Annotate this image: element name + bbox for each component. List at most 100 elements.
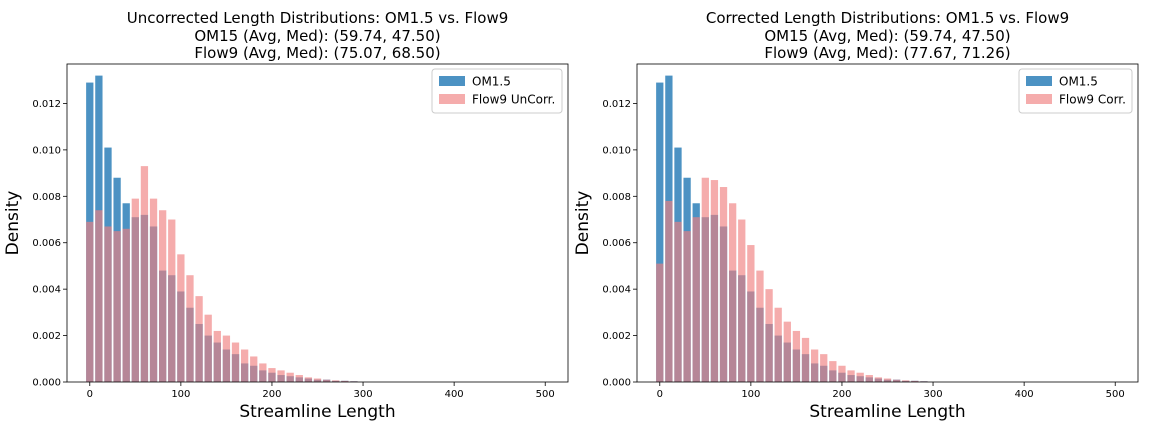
series-flow9-corr (656, 177, 928, 382)
y-tick-label: 0.004 (602, 285, 631, 296)
y-tick-label: 0.006 (602, 238, 631, 249)
x-tick-label: 500 (1106, 389, 1125, 400)
bar (701, 177, 709, 382)
y-tick-label: 0.008 (32, 192, 61, 203)
chart-panel-2: Corrected Length Distributions: OM1.5 vs… (573, 9, 1139, 422)
bar (820, 354, 828, 382)
x-tick-label: 400 (1015, 389, 1034, 400)
bar (322, 379, 331, 382)
x-tick-label: 400 (445, 389, 464, 400)
x-tick-label: 200 (832, 389, 851, 400)
series-flow9-uncorr (86, 166, 358, 382)
x-tick-label: 300 (353, 389, 372, 400)
y-tick-label: 0.010 (32, 145, 61, 156)
bar (113, 231, 121, 382)
bar (774, 307, 782, 382)
x-axis-label: Streamline Length (809, 402, 965, 422)
bar (902, 380, 910, 382)
y-tick-label: 0.000 (602, 378, 631, 389)
axes-frame (66, 63, 569, 383)
bar (186, 275, 194, 382)
bar (683, 231, 691, 382)
bar (168, 219, 176, 382)
bar (304, 377, 313, 382)
y-tick-label: 0.004 (32, 285, 61, 296)
bar (747, 245, 755, 382)
y-tick-label: 0.000 (32, 378, 61, 389)
bar (95, 210, 103, 382)
legend-swatch (1026, 94, 1052, 104)
bar (865, 375, 873, 382)
bar (674, 221, 682, 382)
y-tick-label: 0.012 (32, 99, 61, 110)
bar (104, 226, 112, 382)
bar (838, 365, 846, 382)
y-tick-label: 0.010 (602, 145, 631, 156)
bar (286, 372, 294, 382)
bar (656, 82, 664, 383)
chart-subtitle-line: Flow9 (Avg, Med): (75.07, 68.50) (194, 44, 440, 62)
legend-label: Flow9 UnCorr. (472, 93, 555, 107)
bar (692, 217, 700, 382)
bar (231, 342, 240, 382)
bar (204, 314, 212, 382)
legend-label: Flow9 Corr. (1059, 93, 1126, 107)
bar (250, 356, 258, 382)
bar (856, 372, 864, 382)
bar (783, 321, 791, 382)
bar (656, 263, 664, 382)
bar (341, 380, 349, 382)
y-tick-label: 0.008 (602, 192, 631, 203)
x-tick-label: 0 (87, 389, 93, 400)
y-tick-label: 0.002 (602, 331, 631, 342)
y-tick-label: 0.002 (32, 331, 61, 342)
x-tick-label: 100 (741, 389, 760, 400)
chart-panel-1: Uncorrected Length Distributions: OM1.5 … (3, 9, 569, 422)
legend: OM1.5 Flow9 Corr. (1018, 68, 1133, 114)
chart-title: Uncorrected Length Distributions: OM1.5 … (127, 9, 509, 27)
y-axis-label: Density (573, 191, 593, 256)
bar (847, 370, 855, 382)
bar (719, 187, 728, 382)
bar (295, 375, 303, 382)
legend-label: OM1.5 (1059, 75, 1098, 89)
bar (149, 198, 158, 382)
legend-swatch (439, 94, 465, 104)
bar (240, 349, 249, 382)
bar (159, 210, 167, 382)
bar (810, 349, 819, 382)
bar (259, 363, 267, 382)
x-tick-label: 100 (171, 389, 190, 400)
bar (738, 219, 746, 382)
bar (883, 378, 892, 382)
y-tick-label: 0.006 (32, 238, 61, 249)
chart-title: Corrected Length Distributions: OM1.5 vs… (706, 9, 1069, 27)
bar (122, 228, 130, 382)
y-tick-label: 0.012 (602, 99, 631, 110)
axes-frame (636, 63, 1139, 383)
chart-subtitle-line: OM15 (Avg, Med): (59.74, 47.50) (194, 27, 440, 45)
bar (313, 378, 322, 382)
bar (131, 198, 139, 382)
bar (177, 254, 185, 382)
chart-subtitle-line: Flow9 (Avg, Med): (77.67, 71.26) (764, 44, 1010, 62)
bar (268, 368, 276, 382)
bar (911, 380, 919, 382)
bar (332, 380, 340, 382)
bar (756, 270, 764, 382)
legend: OM1.5 Flow9 UnCorr. (431, 68, 563, 114)
bar (765, 289, 773, 382)
bar (213, 330, 221, 382)
bar (222, 335, 231, 382)
bar (665, 200, 673, 382)
x-tick-label: 300 (923, 389, 942, 400)
chart-subtitle-line: OM15 (Avg, Med): (59.74, 47.50) (764, 27, 1010, 45)
bar (801, 337, 810, 382)
bar (710, 180, 719, 382)
x-axis-label: Streamline Length (239, 402, 395, 422)
legend-swatch (1026, 76, 1052, 86)
bar (792, 330, 801, 382)
x-tick-label: 200 (262, 389, 281, 400)
bar (140, 166, 149, 382)
